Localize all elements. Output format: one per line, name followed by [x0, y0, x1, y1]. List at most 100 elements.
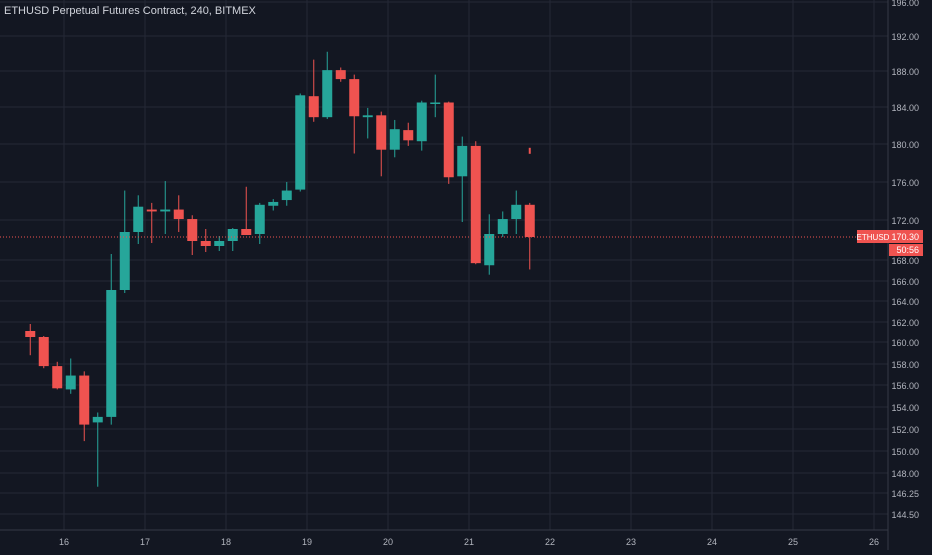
candle[interactable] — [497, 211, 508, 237]
last-price-bg — [889, 230, 923, 243]
price-tick-label: 144.50 — [891, 510, 919, 520]
candle-body — [241, 229, 252, 235]
candle[interactable] — [146, 202, 157, 243]
candle[interactable] — [38, 336, 49, 369]
candle[interactable] — [430, 74, 441, 118]
candle-body — [416, 102, 427, 142]
candle[interactable] — [403, 122, 414, 146]
candle-body — [106, 290, 117, 417]
candle[interactable] — [268, 199, 279, 211]
candle[interactable] — [25, 324, 36, 356]
candle[interactable] — [457, 136, 468, 222]
candle-body — [25, 331, 36, 337]
time-tick-label: 26 — [869, 537, 879, 547]
candle-body — [443, 102, 454, 178]
candle[interactable] — [106, 254, 117, 425]
candle-body — [349, 79, 360, 117]
candle-body — [430, 102, 441, 104]
candle-body — [119, 232, 130, 290]
candle-body — [133, 206, 144, 232]
candle[interactable] — [254, 202, 265, 244]
time-axis[interactable]: 16 17 18 19 20 21 22 23 24 25 26 — [0, 529, 888, 547]
candle[interactable] — [52, 361, 63, 390]
candle-body — [389, 129, 400, 150]
candle-body — [227, 229, 238, 241]
candle-body — [92, 416, 103, 423]
time-tick-label: 25 — [788, 537, 798, 547]
price-tick-label: 152.00 — [891, 425, 919, 435]
candle[interactable] — [119, 190, 130, 293]
candle[interactable] — [322, 51, 333, 120]
candle[interactable] — [200, 229, 211, 252]
candle[interactable] — [133, 195, 144, 244]
candle[interactable] — [335, 67, 346, 82]
candle[interactable] — [281, 182, 292, 206]
price-axis[interactable]: 196.00 192.00 188.00 184.00 180.00 176.00 172.… — [857, 0, 923, 550]
chart-title: ETHUSD Perpetual Futures Contract, 240, … — [4, 5, 257, 17]
time-tick-label: 18 — [221, 537, 231, 547]
candle-body — [295, 95, 306, 190]
candle[interactable] — [362, 107, 373, 139]
candle[interactable] — [160, 181, 171, 234]
candle-body — [254, 204, 265, 234]
candle[interactable] — [173, 195, 184, 232]
candle[interactable] — [443, 101, 454, 184]
candle[interactable] — [470, 141, 481, 265]
price-tick-label: 168.00 — [891, 256, 919, 266]
candle-body — [146, 209, 157, 212]
price-tick-label: 184.00 — [891, 103, 919, 113]
price-tick-label: 146.25 — [891, 489, 919, 499]
candle[interactable] — [187, 215, 198, 255]
price-marker — [528, 147, 531, 154]
candle-body — [524, 204, 535, 237]
candle-body — [511, 204, 522, 220]
candle[interactable] — [227, 228, 238, 251]
price-tick-label: 158.00 — [891, 360, 919, 370]
price-tick-label: 150.00 — [891, 447, 919, 457]
price-tick-label: 156.00 — [891, 381, 919, 391]
candle-body — [160, 209, 171, 212]
time-tick-label: 24 — [707, 537, 717, 547]
candle-body — [38, 337, 49, 367]
candle-body — [457, 145, 468, 177]
last-price-badge: ETHUSD 170.30 50:56 — [857, 230, 923, 256]
countdown-value: 50:56 — [896, 245, 919, 255]
candle[interactable] — [511, 190, 522, 234]
price-tick-label: 162.00 — [891, 318, 919, 328]
candle[interactable] — [376, 111, 387, 177]
candle[interactable] — [524, 202, 535, 270]
candle[interactable] — [295, 93, 306, 192]
candle-body — [376, 115, 387, 150]
candle-body — [281, 190, 292, 201]
candle-body — [308, 96, 319, 118]
candle-body — [187, 219, 198, 241]
candle-body — [52, 366, 63, 389]
candle[interactable] — [92, 412, 103, 487]
price-tick-label: 164.00 — [891, 297, 919, 307]
candle[interactable] — [65, 358, 76, 394]
candle[interactable] — [349, 74, 360, 154]
candle[interactable] — [79, 371, 90, 442]
symbol-badge-bg — [857, 230, 889, 243]
price-tick-label: 172.00 — [891, 216, 919, 226]
candle[interactable] — [214, 236, 225, 251]
candle-body — [65, 375, 76, 390]
candle[interactable] — [389, 119, 400, 158]
time-tick-label: 22 — [545, 537, 555, 547]
time-tick-label: 23 — [626, 537, 636, 547]
price-tick-label: 196.00 — [891, 0, 919, 8]
candles[interactable] — [25, 51, 535, 487]
grid-lines — [0, 0, 888, 530]
candle-body — [322, 70, 333, 118]
overlays — [0, 147, 888, 238]
candle-body — [214, 241, 225, 246]
candle[interactable] — [416, 100, 427, 151]
candle-body — [362, 115, 373, 118]
candle[interactable] — [308, 59, 319, 122]
candle[interactable] — [241, 186, 252, 235]
price-tick-label: 148.00 — [891, 469, 919, 479]
candle[interactable] — [484, 214, 495, 275]
